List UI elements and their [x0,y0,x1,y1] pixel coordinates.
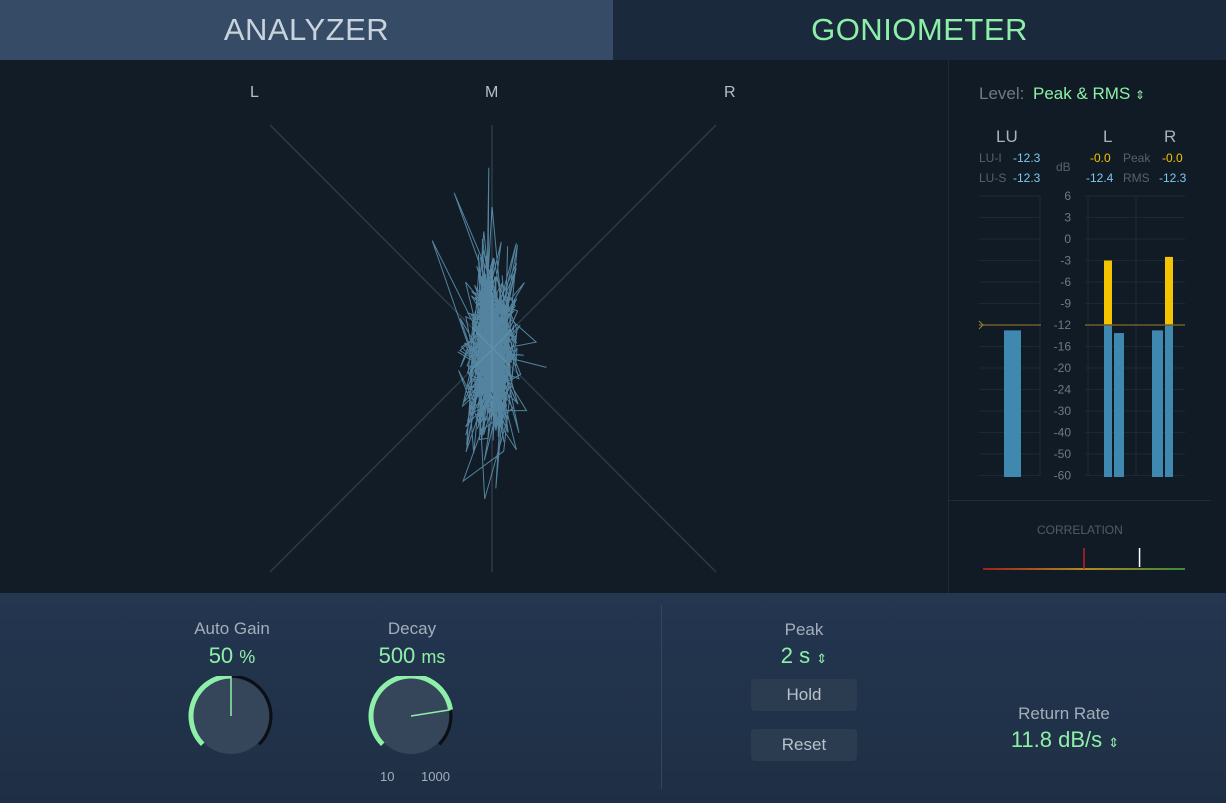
hold-button[interactable]: Hold [751,679,857,711]
lu-s-label: LU-S [979,171,1007,185]
target-marker-icon [978,320,984,330]
return-rate-label: Return Rate [1018,704,1110,723]
correlation-label: CORRELATION [1037,523,1123,537]
peak-hold-time-select[interactable]: 2 s ⇕ [780,643,828,668]
updown-icon: ⇕ [816,651,828,666]
peak-label: Peak [784,620,824,639]
return-rate-select[interactable]: 11.8 dB/s ⇕ [1010,727,1120,752]
r-peak-over [1165,256,1173,325]
scale-tick: -60 [1054,469,1072,483]
stereo-trace [431,167,547,500]
scale-tick: 6 [1064,189,1071,203]
r-peak-value: -0.0 [1162,151,1183,165]
knob-value-arc [188,676,232,747]
decay-max-label: 1000 [421,769,450,784]
tab-analyzer[interactable]: ANALYZER [0,0,613,60]
l-peak-over [1104,260,1112,325]
auto-gain-knob[interactable] [185,676,277,766]
trace-line [431,167,547,500]
scale-tick: 3 [1064,211,1071,225]
l-peak-bar [1104,325,1112,477]
goniometer-display: L M R Level: Peak & RMS ⇕ LU L R LU-I -1… [0,60,1226,593]
level-label: Level: [979,84,1025,103]
l-rms-value: -12.4 [1086,171,1114,185]
divider [949,500,1211,501]
lu-i-label: LU-I [979,151,1002,165]
scale-tick: -30 [1054,404,1072,418]
scale-tick: -6 [1060,275,1071,289]
scale-tick: -12 [1054,318,1072,332]
level-select[interactable]: Peak & RMS ⇕ [1033,84,1145,104]
scale-tick: -9 [1060,297,1071,311]
r-rms-value: -12.3 [1159,171,1187,185]
l-rms-bar [1114,333,1124,477]
scale-tick: -16 [1054,340,1072,354]
rms-label: RMS [1123,171,1150,185]
l-peak-value: -0.0 [1090,151,1111,165]
scale-tick: -50 [1054,447,1072,461]
level-value: Peak & RMS [1033,84,1131,103]
decay-value: 500 ms [378,643,446,668]
r-rms-bar [1152,330,1163,477]
peak-label: Peak [1123,151,1151,165]
knob-pointer [410,709,451,717]
updown-icon: ⇕ [1135,88,1146,102]
label-m: M [485,84,499,101]
reset-button[interactable]: Reset [751,729,857,761]
r-header: R [1164,127,1177,146]
decay-label: Decay [387,619,437,638]
db-label: dB [1056,160,1071,174]
label-l: L [250,84,259,101]
updown-icon: ⇕ [1108,735,1120,750]
meter-bars: 6 3 0 -3 -6 -9 -12 -16 -20 -24 -30 -40 -50 -60 [978,189,1185,483]
tab-goniometer[interactable]: GONIOMETER [613,0,1226,60]
divider [661,605,662,789]
l-header: L [1103,127,1113,146]
scale-tick: -40 [1054,426,1072,440]
scale-tick: -24 [1054,383,1072,397]
knob-value-arc [368,676,453,747]
lu-i-value: -12.3 [1013,151,1041,165]
r-peak-bar [1165,325,1173,477]
decay-knob[interactable] [365,676,457,766]
lu-header: LU [996,127,1018,146]
lu-bar [1004,330,1021,477]
controls-panel: Auto Gain 50 % Decay 500 ms 10 1000 Peak… [0,593,1226,803]
auto-gain-label: Auto Gain [194,619,270,638]
scale-tick: -20 [1054,361,1072,375]
level-meter: Level: Peak & RMS ⇕ LU L R LU-I -12.3 LU… [948,60,1226,593]
scale-tick: 0 [1064,232,1071,246]
label-r: R [724,84,736,101]
goniometer-plot [269,124,717,573]
decay-min-label: 10 [380,769,395,784]
lu-s-value: -12.3 [1013,171,1041,185]
scale-tick: -3 [1060,254,1071,268]
auto-gain-value: 50 % [208,643,256,668]
